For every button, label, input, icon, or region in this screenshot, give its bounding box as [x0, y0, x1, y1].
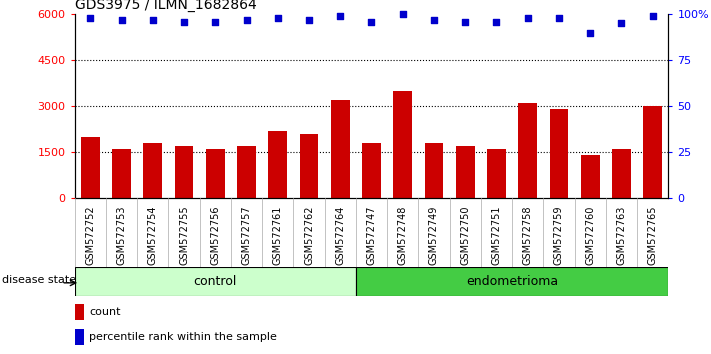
Point: [178, 19, 190, 24]
Bar: [581, 155, 599, 198]
Point: [491, 19, 502, 24]
Point: [647, 13, 658, 19]
Text: GSM572762: GSM572762: [304, 206, 314, 265]
Text: GSM572749: GSM572749: [429, 206, 439, 265]
Text: GSM572765: GSM572765: [648, 206, 658, 265]
Point: [85, 15, 96, 21]
Bar: [175, 146, 193, 198]
Bar: [487, 149, 506, 198]
Bar: [75, 304, 84, 320]
Point: [365, 19, 377, 24]
Point: [272, 15, 284, 21]
Text: count: count: [89, 307, 120, 318]
Text: GSM572761: GSM572761: [273, 206, 283, 265]
Point: [397, 11, 408, 17]
Point: [459, 19, 471, 24]
Bar: [75, 267, 356, 296]
Text: disease state: disease state: [1, 275, 76, 285]
Bar: [393, 91, 412, 198]
Text: GSM572758: GSM572758: [523, 206, 533, 265]
Bar: [112, 149, 131, 198]
Text: GDS3975 / ILMN_1682864: GDS3975 / ILMN_1682864: [75, 0, 257, 12]
Bar: [612, 149, 631, 198]
Bar: [456, 146, 475, 198]
Text: GSM572764: GSM572764: [336, 206, 346, 265]
Bar: [550, 109, 568, 198]
Bar: [268, 131, 287, 198]
Bar: [299, 134, 319, 198]
Bar: [643, 106, 662, 198]
Point: [428, 17, 439, 23]
Text: GSM572752: GSM572752: [85, 206, 95, 266]
Text: endometrioma: endometrioma: [466, 275, 558, 288]
Bar: [75, 329, 84, 345]
Bar: [144, 143, 162, 198]
Text: GSM572751: GSM572751: [491, 206, 501, 265]
Bar: [237, 146, 256, 198]
Bar: [518, 103, 537, 198]
Text: GSM572756: GSM572756: [210, 206, 220, 265]
Text: GSM572763: GSM572763: [616, 206, 626, 265]
Text: GSM572748: GSM572748: [397, 206, 407, 265]
Bar: [206, 149, 225, 198]
Point: [522, 15, 533, 21]
Bar: [331, 100, 350, 198]
Text: GSM572753: GSM572753: [117, 206, 127, 265]
Text: GSM572757: GSM572757: [242, 206, 252, 266]
Text: GSM572754: GSM572754: [148, 206, 158, 265]
Point: [304, 17, 315, 23]
Text: GSM572759: GSM572759: [554, 206, 564, 265]
Point: [116, 17, 127, 23]
Text: GSM572760: GSM572760: [585, 206, 595, 265]
Bar: [362, 143, 381, 198]
Bar: [424, 143, 444, 198]
Point: [584, 30, 596, 35]
Text: control: control: [193, 275, 237, 288]
Point: [210, 19, 221, 24]
Text: percentile rank within the sample: percentile rank within the sample: [89, 332, 277, 342]
Bar: [81, 137, 100, 198]
Text: GSM572750: GSM572750: [460, 206, 470, 265]
Point: [553, 15, 565, 21]
Point: [335, 13, 346, 19]
Text: GSM572755: GSM572755: [179, 206, 189, 266]
Point: [241, 17, 252, 23]
Text: GSM572747: GSM572747: [366, 206, 377, 265]
Point: [147, 17, 159, 23]
Bar: [356, 267, 668, 296]
Point: [616, 21, 627, 26]
